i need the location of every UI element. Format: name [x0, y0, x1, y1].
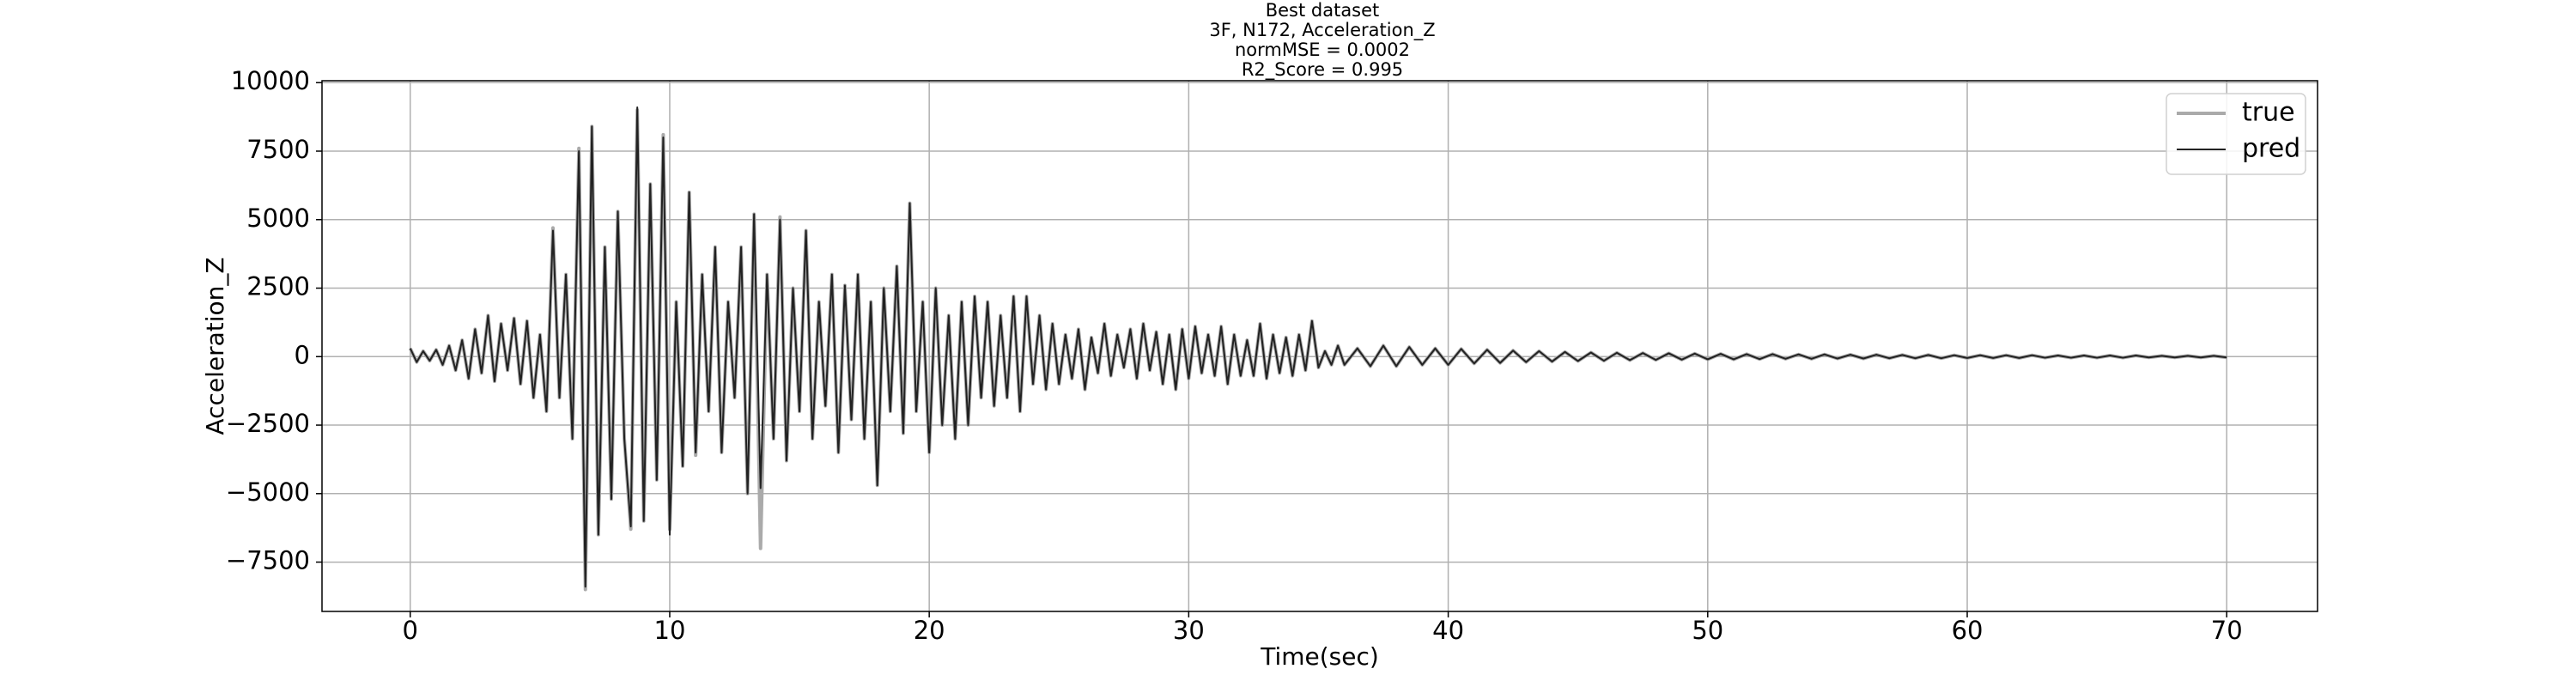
x-tick-label: 10 [654, 616, 686, 645]
y-tick-label: −7500 [226, 546, 310, 575]
x-axis-label: Time(sec) [1260, 642, 1379, 671]
chart-subtitle: R2_Score = 0.995 [1242, 59, 1403, 81]
legend-label: pred [2242, 134, 2300, 164]
y-tick-label: −2500 [226, 409, 310, 438]
x-tick-label: 40 [1432, 616, 1464, 645]
y-tick-label: 0 [295, 340, 310, 369]
series-line [409, 106, 2227, 588]
x-tick-label: 60 [1952, 616, 1984, 645]
y-axis-label: Acceleration_Z [201, 257, 229, 435]
y-tick-label: 7500 [246, 135, 310, 164]
y-tick-label: 2500 [246, 272, 310, 301]
plot-frame [321, 80, 2318, 612]
series-line [408, 108, 2227, 592]
x-tick-label: 0 [403, 616, 418, 645]
chart-subtitle: 3F, N172, Acceleration_Z [1209, 20, 1435, 41]
y-tick-label: −5000 [226, 477, 310, 507]
chart-subtitle: normMSE = 0.0002 [1235, 40, 1410, 60]
x-tick-label: 50 [1692, 616, 1723, 645]
x-tick-label: 70 [2211, 616, 2243, 645]
chart-title: Best dataset [1266, 0, 1380, 21]
legend: true pred [2166, 93, 2306, 175]
y-tick-label: 10000 [231, 66, 310, 95]
x-tick-label: 20 [914, 616, 945, 645]
x-tick-label: 30 [1173, 616, 1205, 645]
y-tick-label: 5000 [246, 204, 310, 233]
legend-label: true [2242, 98, 2295, 128]
